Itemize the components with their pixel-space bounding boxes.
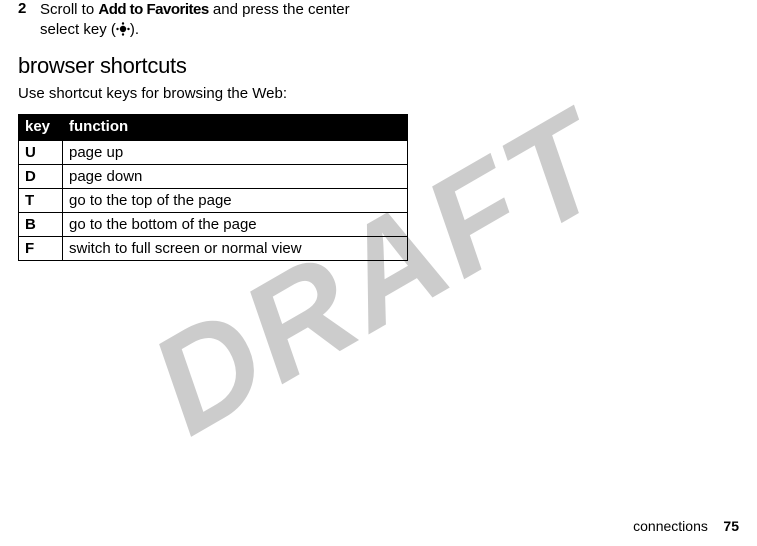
table-cell-fn: page down: [63, 165, 408, 189]
footer-page-number: 75: [723, 518, 739, 534]
table-row: B go to the bottom of the page: [19, 213, 408, 237]
step-prefix: Scroll to: [40, 1, 98, 18]
table-cell-fn: page up: [63, 140, 408, 165]
page-content: 2 Scroll to Add to Favorites and press t…: [0, 0, 757, 261]
table-cell-fn: go to the bottom of the page: [63, 213, 408, 237]
table-header-key: key: [19, 115, 63, 140]
table-cell-key: B: [19, 213, 63, 237]
step-row: 2 Scroll to Add to Favorites and press t…: [18, 0, 739, 39]
step-text: Scroll to Add to Favorites and press the…: [40, 0, 375, 39]
table-cell-key: F: [19, 237, 63, 261]
table-cell-fn: go to the top of the page: [63, 189, 408, 213]
section-heading: browser shortcuts: [18, 53, 739, 79]
step-bold: Add to Favorites: [98, 1, 208, 18]
table-row: U page up: [19, 140, 408, 165]
table-cell-fn: switch to full screen or normal view: [63, 237, 408, 261]
table-row: T go to the top of the page: [19, 189, 408, 213]
section-intro: Use shortcut keys for browsing the Web:: [18, 85, 739, 102]
center-select-icon: [116, 22, 130, 36]
table-header-function: function: [63, 115, 408, 140]
table-row: D page down: [19, 165, 408, 189]
page-footer: connections 75: [633, 518, 739, 534]
table-row: F switch to full screen or normal view: [19, 237, 408, 261]
footer-section-name: connections: [633, 518, 708, 534]
table-cell-key: T: [19, 189, 63, 213]
table-header-row: key function: [19, 115, 408, 140]
step-suffix: ).: [130, 21, 139, 38]
table-cell-key: U: [19, 140, 63, 165]
step-number: 2: [18, 0, 40, 17]
table-cell-key: D: [19, 165, 63, 189]
shortcut-table: key function U page up D page down T go …: [18, 114, 408, 261]
